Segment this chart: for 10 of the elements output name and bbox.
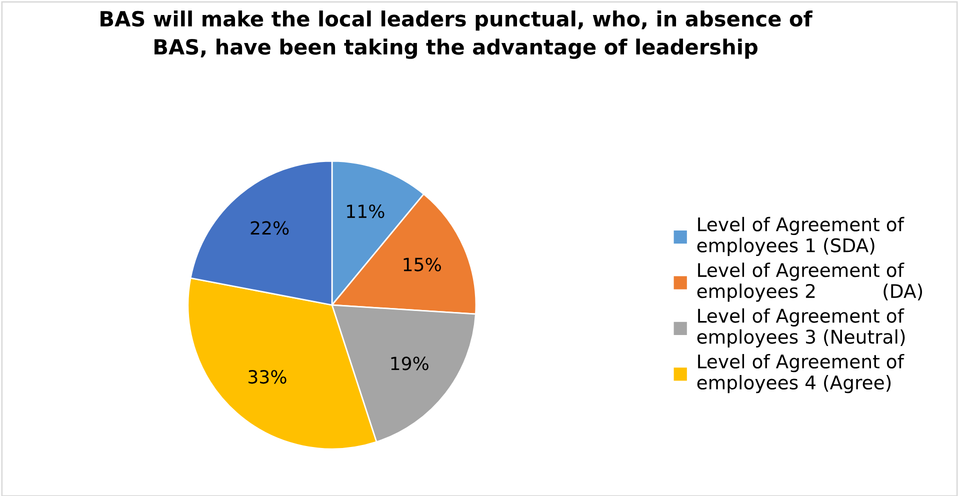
legend-label: Level of Agreement of employees 1 (SDA) — [697, 216, 904, 256]
data-label: 11% — [347, 204, 384, 218]
data-label: 22% — [250, 221, 289, 235]
data-label: 19% — [391, 356, 428, 370]
data-label: 33% — [248, 370, 286, 384]
data-label: 15% — [404, 258, 441, 272]
chart-title: BAS will make the local leaders punctual, who, in absence of BAS, have been taking the advantage of leadership — [100, 10, 813, 59]
legend-label: Level of Agreement of employees 4 (Agree) — [697, 354, 904, 394]
legend-label: Level of Agreement of employees 2 (DA) — [697, 262, 922, 302]
legend-label: Level of Agreement of employees 3 (Neutral) — [697, 308, 905, 348]
